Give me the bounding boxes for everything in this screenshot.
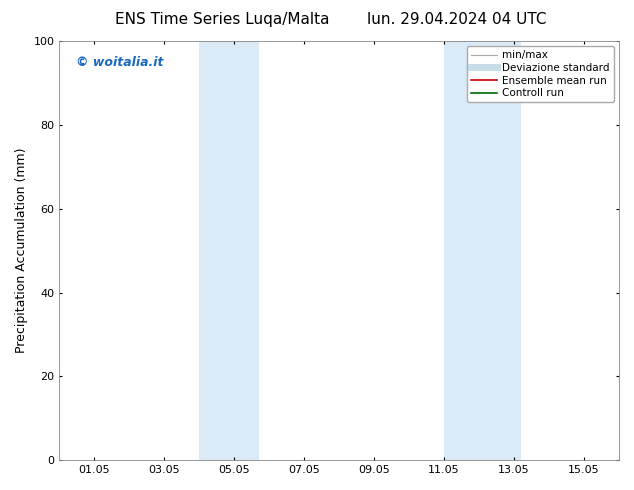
Text: ENS Time Series Luqa/Malta: ENS Time Series Luqa/Malta — [115, 12, 329, 27]
Bar — [444, 41, 521, 460]
Legend: min/max, Deviazione standard, Ensemble mean run, Controll run: min/max, Deviazione standard, Ensemble m… — [467, 46, 614, 102]
Text: © woitalia.it: © woitalia.it — [76, 56, 164, 69]
Bar — [199, 41, 259, 460]
Y-axis label: Precipitation Accumulation (mm): Precipitation Accumulation (mm) — [15, 148, 28, 353]
Text: lun. 29.04.2024 04 UTC: lun. 29.04.2024 04 UTC — [366, 12, 547, 27]
